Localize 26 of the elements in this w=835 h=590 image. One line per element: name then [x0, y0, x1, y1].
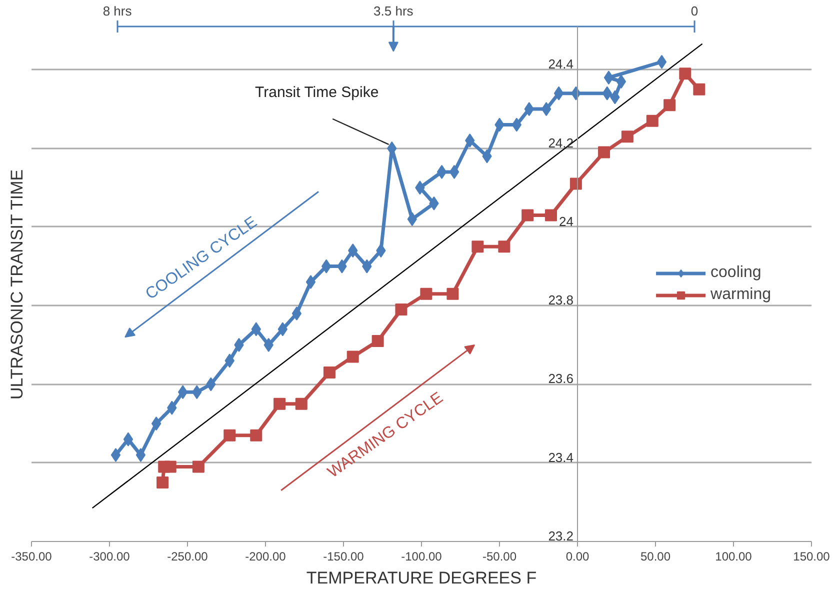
text: 0: [690, 4, 698, 18]
x-tick-label: -350.00: [11, 550, 52, 564]
annotation: Transit Time Spike: [255, 84, 379, 102]
legend-label: warming: [710, 286, 771, 304]
x-tick-label: 150.00: [793, 550, 830, 564]
x-tick-label: 50.00: [640, 550, 671, 564]
y-tick-label: 24.4: [548, 56, 574, 72]
x-tick-label: -200.00: [245, 550, 286, 564]
x-tick-label: -150.00: [323, 550, 364, 564]
text: 3.5 hrs: [374, 4, 414, 18]
y-tick-label: 23.4: [548, 450, 574, 465]
y-tick-label: 23.6: [548, 371, 574, 386]
x-axis-title: TEMPERATURE DEGREES F: [306, 568, 537, 588]
y-tick-label: 24.2: [548, 135, 574, 150]
text: 8 hrs: [102, 4, 132, 18]
y-tick-label: 23.8: [548, 292, 574, 308]
x-tick-label: 100.00: [715, 550, 752, 564]
x-tick-label: 0.00: [566, 550, 590, 564]
y-tick-label: 24: [559, 214, 574, 229]
y-tick-label: 23.2: [548, 528, 574, 544]
x-tick-label: -300.00: [89, 550, 130, 564]
y-axis-title: ULTRASONIC TRANSIT TIME: [8, 169, 26, 400]
legend-label: cooling: [710, 264, 762, 282]
x-tick-label: -250.00: [167, 550, 208, 564]
x-tick-label: -100.00: [401, 550, 442, 564]
x-tick-label: -50.00: [482, 550, 517, 564]
